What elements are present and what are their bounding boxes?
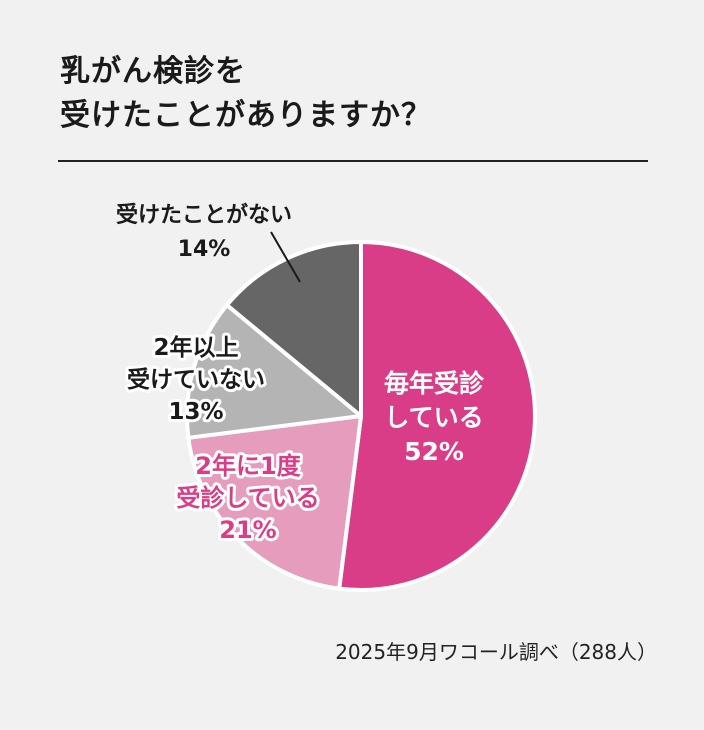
pie-slice-3 bbox=[184, 303, 363, 440]
source-note: 2025年9月ワコール調べ（288人） bbox=[335, 640, 657, 664]
slice-value-label-4: 14% bbox=[178, 237, 231, 262]
title-divider bbox=[58, 160, 648, 162]
slice-label-2-line-2: 受診している bbox=[176, 484, 319, 512]
slice-label-3-line-1: 2年以上 bbox=[153, 334, 238, 361]
slice-value-label-3: 13% bbox=[168, 399, 223, 425]
slice-label-1-line-1: 毎年受診 bbox=[384, 369, 485, 398]
pie-slice-1 bbox=[337, 240, 537, 592]
chart-title-line-2: 受けたことがありますか？ bbox=[60, 98, 432, 133]
chart-title: 乳がん検診を 受けたことがありますか？ bbox=[60, 50, 432, 138]
slice-label-3-line-2: 受けていない bbox=[127, 366, 265, 393]
slice-value-label-1: 52% bbox=[404, 437, 464, 466]
pie-slice-2 bbox=[186, 414, 363, 591]
slice-label-4-line-1: 受けたことがない bbox=[116, 202, 292, 228]
leader-line bbox=[270, 231, 301, 283]
chart-title-line-1: 乳がん検診を bbox=[60, 54, 246, 89]
slice-value-label-2: 21% bbox=[219, 516, 276, 544]
slice-label-1-line-2: している bbox=[384, 403, 483, 432]
slice-label-2-line-1: 2年に1度 bbox=[195, 452, 301, 480]
